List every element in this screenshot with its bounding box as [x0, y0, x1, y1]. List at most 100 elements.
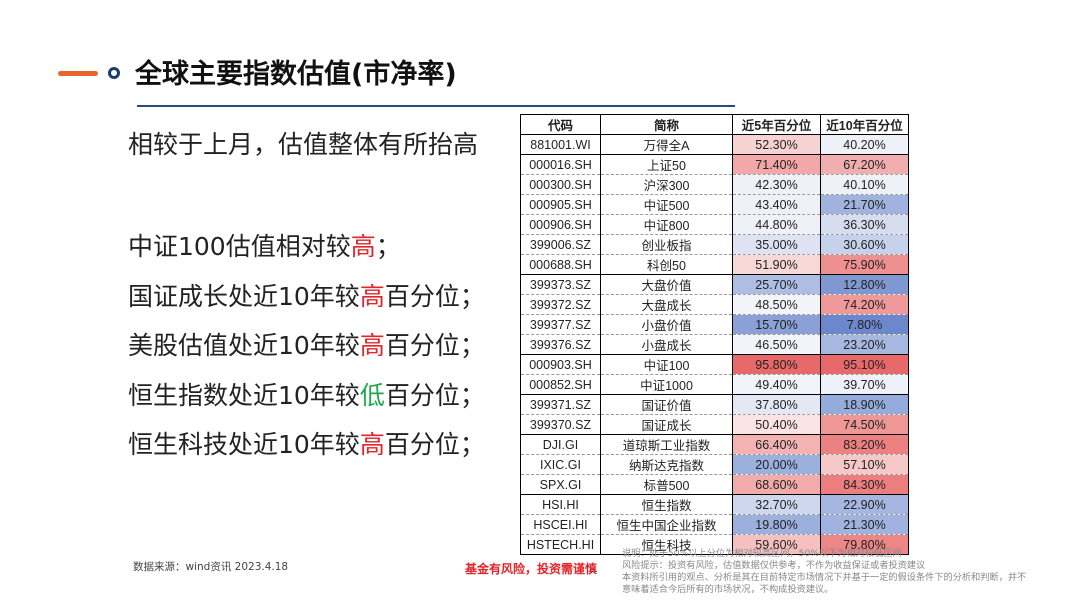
cell-code: 000905.SH	[520, 194, 601, 215]
cell-name: 恒生中国企业指数	[600, 514, 733, 535]
lead-text: 相较于上月，估值整体有所抬高	[128, 130, 479, 159]
cell-pct10: 22.90%	[820, 494, 909, 515]
cell-code: SPX.GI	[520, 474, 601, 495]
cell-name: 沪深300	[600, 174, 733, 195]
cell-name: 中证800	[600, 214, 733, 235]
point-text: 中证100估值相对较	[128, 232, 351, 261]
data-source: 数据来源：wind资讯 2023.4.18	[133, 561, 289, 573]
table-row: HSCEI.HI 恒生中国企业指数 19.80% 21.30%	[520, 514, 909, 535]
point-highlight: 高	[359, 331, 385, 360]
cell-code: 000903.SH	[520, 354, 601, 375]
cell-pct10: 21.30%	[820, 514, 909, 535]
summary-point: 恒生科技处近10年较高百分位；	[128, 420, 485, 470]
cell-code: HSI.HI	[520, 494, 601, 515]
cell-name: 道琼斯工业指数	[600, 434, 733, 455]
header-pct5: 近5年百分位	[732, 114, 821, 135]
table-row: SPX.GI 标普500 68.60% 84.30%	[520, 474, 909, 495]
cell-code: 000906.SH	[520, 214, 601, 235]
risk-warning: 基金有风险，投资需谨慎	[465, 562, 598, 576]
cell-name: 国证成长	[600, 414, 733, 435]
cell-pct5: 44.80%	[732, 214, 821, 235]
header-pct10: 近10年百分位	[820, 114, 909, 135]
cell-name: 中证500	[600, 194, 733, 215]
cell-pct10: 40.20%	[820, 134, 909, 155]
cell-pct10: 23.20%	[820, 334, 909, 355]
title-ring-icon	[108, 67, 120, 79]
cell-pct10: 84.30%	[820, 474, 909, 495]
table-row: HSI.HI 恒生指数 32.70% 22.90%	[520, 494, 909, 515]
cell-code: 000852.SH	[520, 374, 601, 395]
cell-name: 纳斯达克指数	[600, 454, 733, 475]
cell-code: 000300.SH	[520, 174, 601, 195]
cell-code: 399006.SZ	[520, 234, 601, 255]
table-header-row: 代码 简称 近5年百分位 近10年百分位	[520, 114, 909, 135]
table-row: 399371.SZ 国证价值 37.80% 18.90%	[520, 394, 909, 415]
note-line: 本资料所引用的观点、分析是其在目前特定市场情况下并基于一定的假设条件下的分析和判…	[622, 572, 1027, 583]
cell-pct5: 20.00%	[732, 454, 821, 475]
summary-points: 中证100估值相对较高； 国证成长处近10年较高百分位； 美股估值处近10年较高…	[128, 222, 485, 470]
cell-name: 中证1000	[600, 374, 733, 395]
cell-name: 上证50	[600, 154, 733, 175]
table-row: 000300.SH 沪深300 42.30% 40.10%	[520, 174, 909, 195]
title-accent-bar	[58, 71, 98, 76]
table-row: 399006.SZ 创业板指 35.00% 30.60%	[520, 234, 909, 255]
point-text: ；	[375, 232, 401, 261]
point-text: 百分位；	[384, 331, 485, 360]
cell-code: HSCEI.HI	[520, 514, 601, 535]
cell-name: 恒生指数	[600, 494, 733, 515]
cell-code: 399377.SZ	[520, 314, 601, 335]
cell-pct5: 52.30%	[732, 134, 821, 155]
table-row: IXIC.GI 纳斯达克指数 20.00% 57.10%	[520, 454, 909, 475]
cell-pct10: 95.10%	[820, 354, 909, 375]
cell-pct10: 40.10%	[820, 174, 909, 195]
note-line: 风险提示：投资有风险，估值数据仅供参考，不作为收益保证或者投资建议	[622, 560, 926, 571]
cell-code: 399371.SZ	[520, 394, 601, 415]
cell-pct10: 74.20%	[820, 294, 909, 315]
point-highlight: 高	[350, 232, 376, 261]
table-row: 399377.SZ 小盘价值 15.70% 7.80%	[520, 314, 909, 335]
cell-pct10: 74.50%	[820, 414, 909, 435]
cell-pct10: 67.20%	[820, 154, 909, 175]
cell-code: 399370.SZ	[520, 414, 601, 435]
title-underline	[137, 105, 735, 107]
table-row: 000906.SH 中证800 44.80% 36.30%	[520, 214, 909, 235]
cell-code: 000688.SH	[520, 254, 601, 275]
cell-code: 399372.SZ	[520, 294, 601, 315]
table-row: 399373.SZ 大盘价值 25.70% 12.80%	[520, 274, 909, 295]
page-title: 全球主要指数估值(市净率)	[135, 59, 457, 90]
point-highlight: 高	[359, 281, 385, 311]
cell-pct5: 37.80%	[732, 394, 821, 415]
summary-point: 恒生指数处近10年较低百分位；	[128, 371, 485, 421]
cell-pct5: 49.40%	[732, 374, 821, 395]
cell-code: HSTECH.HI	[520, 534, 601, 555]
cell-name: 标普500	[600, 474, 733, 495]
point-text: 百分位；	[384, 281, 485, 311]
cell-pct5: 25.70%	[732, 274, 821, 295]
cell-pct5: 51.90%	[732, 254, 821, 275]
cell-pct5: 68.60%	[732, 474, 821, 495]
cell-pct5: 48.50%	[732, 294, 821, 315]
point-highlight: 低	[359, 380, 385, 410]
cell-pct10: 36.30%	[820, 214, 909, 235]
cell-pct10: 12.80%	[820, 274, 909, 295]
cell-pct5: 43.40%	[732, 194, 821, 215]
table-row: 000688.SH 科创50 51.90% 75.90%	[520, 254, 909, 275]
cell-name: 科创50	[600, 254, 733, 275]
cell-name: 小盘成长	[600, 334, 733, 355]
header-code: 代码	[520, 114, 601, 135]
cell-pct5: 46.50%	[732, 334, 821, 355]
cell-pct10: 75.90%	[820, 254, 909, 275]
cell-pct5: 15.70%	[732, 314, 821, 335]
cell-name: 大盘价值	[600, 274, 733, 295]
cell-name: 万得全A	[600, 134, 733, 155]
cell-code: 000016.SH	[520, 154, 601, 175]
cell-pct10: 83.20%	[820, 434, 909, 455]
note-line: 说明：处于50%以上分位为相对较高区间，50%以下为相对较低区间	[622, 548, 902, 559]
table-row: 399376.SZ 小盘成长 46.50% 23.20%	[520, 334, 909, 355]
table-row: 399370.SZ 国证成长 50.40% 74.50%	[520, 414, 909, 435]
cell-code: 881001.WI	[520, 134, 601, 155]
cell-pct5: 66.40%	[732, 434, 821, 455]
cell-pct5: 35.00%	[732, 234, 821, 255]
cell-pct10: 21.70%	[820, 194, 909, 215]
cell-code: IXIC.GI	[520, 454, 601, 475]
